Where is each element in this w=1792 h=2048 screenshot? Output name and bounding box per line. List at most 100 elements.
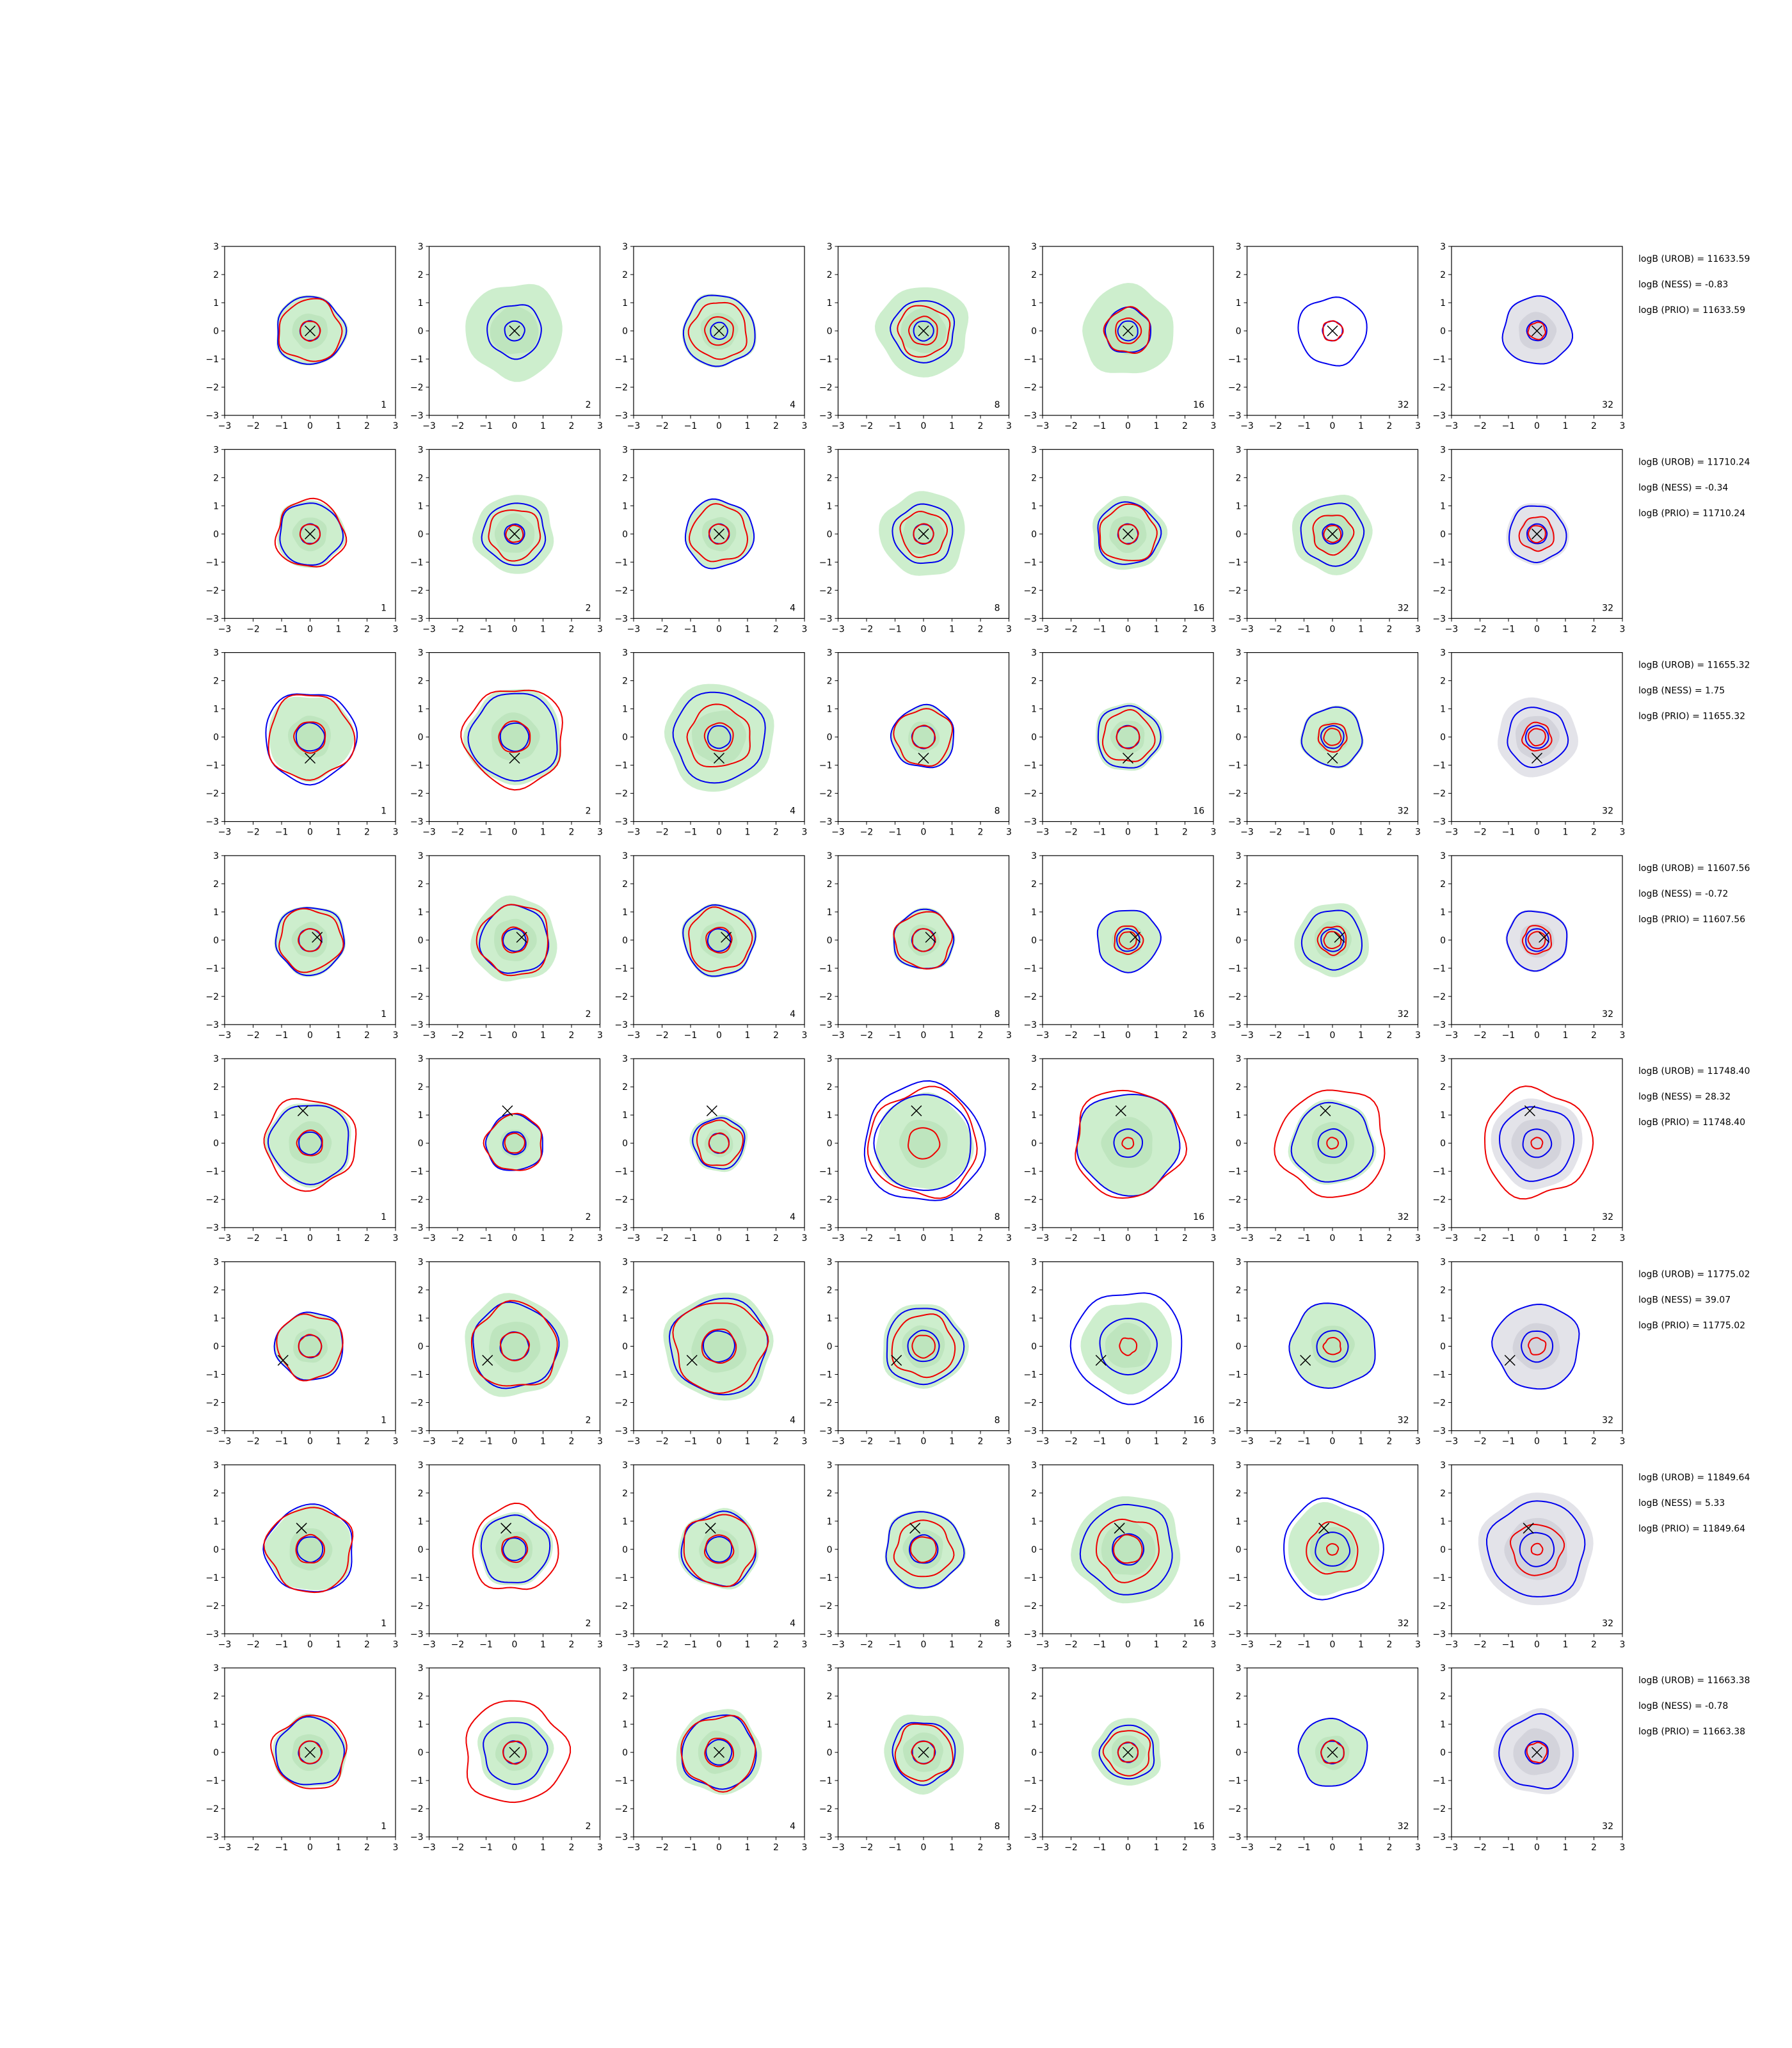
y-tick-label: −1 (1432, 557, 1446, 568)
red-contour (701, 1328, 737, 1364)
y-tick-label: 2 (827, 879, 833, 890)
y-tick-label: −2 (205, 992, 219, 1002)
y-tick-label: −3 (410, 614, 424, 624)
x-tick-label: −1 (684, 421, 698, 431)
x-tick-label: 0 (1125, 1437, 1131, 1447)
y-tick-label: −3 (1228, 411, 1242, 421)
blue-contour (907, 1329, 940, 1363)
x-tick-label: −1 (1502, 1233, 1516, 1244)
red-contour (894, 1723, 954, 1782)
panel-r4-c7: −3−3 −2 −2 −1 −1 0 0 1 1 2 2 3 3 32 (1432, 851, 1625, 1041)
x-tick-label: 1 (540, 828, 546, 838)
y-tick-label: 2 (622, 879, 628, 890)
y-tick-label: −2 (819, 1804, 833, 1814)
blue-contour (682, 904, 756, 977)
x-tick-label: 1 (336, 421, 342, 431)
y-tick-label: −3 (614, 411, 628, 421)
y-tick-label: 2 (1031, 676, 1037, 687)
y-tick-label: −3 (410, 1427, 424, 1437)
x-tick-label: −2 (860, 421, 874, 431)
panel-column-label: 1 (381, 1619, 387, 1629)
red-contour (1119, 1337, 1138, 1356)
y-tick-label: 3 (213, 1663, 219, 1674)
x-tick-label: −3 (831, 421, 845, 431)
x-tick-label: 1 (1358, 1233, 1364, 1244)
y-tick-label: 2 (418, 1489, 424, 1499)
y-tick-label: −1 (1432, 761, 1446, 771)
y-tick-label: −2 (1023, 1195, 1037, 1205)
x-tick-label: 0 (1534, 1437, 1540, 1447)
red-contour (1316, 925, 1347, 956)
x-tick-label: −2 (1473, 1843, 1487, 1853)
panel-r6-c7: −3−3 −2 −2 −1 −1 0 0 1 1 2 2 3 3 32 (1432, 1258, 1625, 1447)
panel-r2-c4: −3−3 −2 −2 −1 −1 0 0 1 1 2 2 3 3 8 (819, 445, 1012, 634)
x-tick-label: −2 (451, 1437, 465, 1447)
x-tick-label: −3 (1240, 624, 1254, 634)
y-tick-label: −1 (410, 761, 424, 771)
panel-column-label: 4 (790, 603, 796, 613)
logb-stat: logB (PRIO) = 11748.40 (1638, 1117, 1745, 1128)
row-stats-7: logB (UROB) = 11849.64 logB (NESS) = 5.33… (1638, 1473, 1750, 1534)
x-tick-label: 0 (716, 624, 722, 634)
x-tick-label: 0 (921, 1437, 927, 1447)
y-tick-label: −2 (614, 383, 628, 393)
red-contour (1312, 515, 1355, 556)
blue-contour (1112, 1533, 1145, 1566)
y-tick-label: 3 (1031, 242, 1037, 252)
x-tick-label: 1 (1154, 1233, 1160, 1244)
y-tick-label: −1 (614, 1167, 628, 1177)
panel-column-label: 4 (790, 1009, 796, 1020)
panel-column-label: 4 (790, 400, 796, 410)
y-tick-label: 1 (827, 908, 833, 918)
red-contour (703, 722, 734, 752)
x-tick-label: −1 (275, 1640, 289, 1650)
panel-column-label: 32 (1602, 400, 1613, 410)
x-tick-label: 1 (336, 1233, 342, 1244)
x-tick-label: 3 (597, 1437, 603, 1447)
panel-r1-c4: −3−3 −2 −2 −1 −1 0 0 1 1 2 2 3 3 8 (819, 242, 1012, 431)
y-tick-label: 2 (213, 1489, 219, 1499)
y-tick-label: 3 (213, 1258, 219, 1268)
x-tick-label: 3 (1620, 421, 1626, 431)
true-value-marker (911, 1105, 922, 1117)
logb-stat: logB (UROB) = 11607.56 (1638, 863, 1750, 874)
y-tick-label: −3 (410, 1832, 424, 1843)
panel-plot-area (682, 294, 756, 368)
x-tick-label: 3 (1620, 828, 1626, 838)
x-tick-label: 2 (364, 828, 370, 838)
y-tick-label: 3 (1236, 1054, 1242, 1064)
panel-plot-area (874, 287, 969, 378)
x-tick-label: 3 (1415, 624, 1421, 634)
blue-contour (1297, 296, 1368, 367)
true-value-marker (713, 325, 725, 337)
x-tick-label: −1 (1502, 1030, 1516, 1041)
x-tick-label: 0 (1125, 1640, 1131, 1650)
x-tick-label: 1 (540, 421, 546, 431)
x-tick-label: 1 (336, 624, 342, 634)
y-tick-label: 3 (213, 1460, 219, 1471)
y-tick-label: 0 (1236, 1748, 1242, 1758)
x-tick-label: −2 (860, 624, 874, 634)
y-tick-label: 3 (1236, 1663, 1242, 1674)
y-tick-label: 0 (213, 1342, 219, 1352)
y-tick-label: 0 (622, 1139, 628, 1149)
x-tick-label: 0 (1125, 1843, 1131, 1853)
panel-r1-c2: −3−3 −2 −2 −1 −1 0 0 1 1 2 2 3 3 2 (410, 242, 603, 431)
blue-contour (279, 502, 344, 566)
y-tick-label: 0 (418, 733, 424, 743)
x-tick-label: 0 (512, 624, 518, 634)
y-tick-label: −2 (410, 1804, 424, 1814)
blue-contour (267, 1105, 349, 1185)
x-tick-label: −2 (655, 421, 669, 431)
x-tick-label: −1 (1502, 1640, 1516, 1650)
y-tick-label: 1 (213, 501, 219, 511)
row-stats-2: logB (UROB) = 11710.24 logB (NESS) = -0.3… (1638, 457, 1750, 518)
y-tick-label: 3 (213, 851, 219, 861)
logb-stat: logB (NESS) = -0.78 (1638, 1701, 1728, 1711)
x-tick-label: 0 (921, 1843, 927, 1853)
x-tick-label: 2 (978, 421, 984, 431)
x-tick-label: 0 (307, 1640, 313, 1650)
x-tick-label: −1 (888, 624, 902, 634)
y-tick-label: 3 (213, 648, 219, 659)
y-tick-label: −3 (1432, 1223, 1446, 1233)
